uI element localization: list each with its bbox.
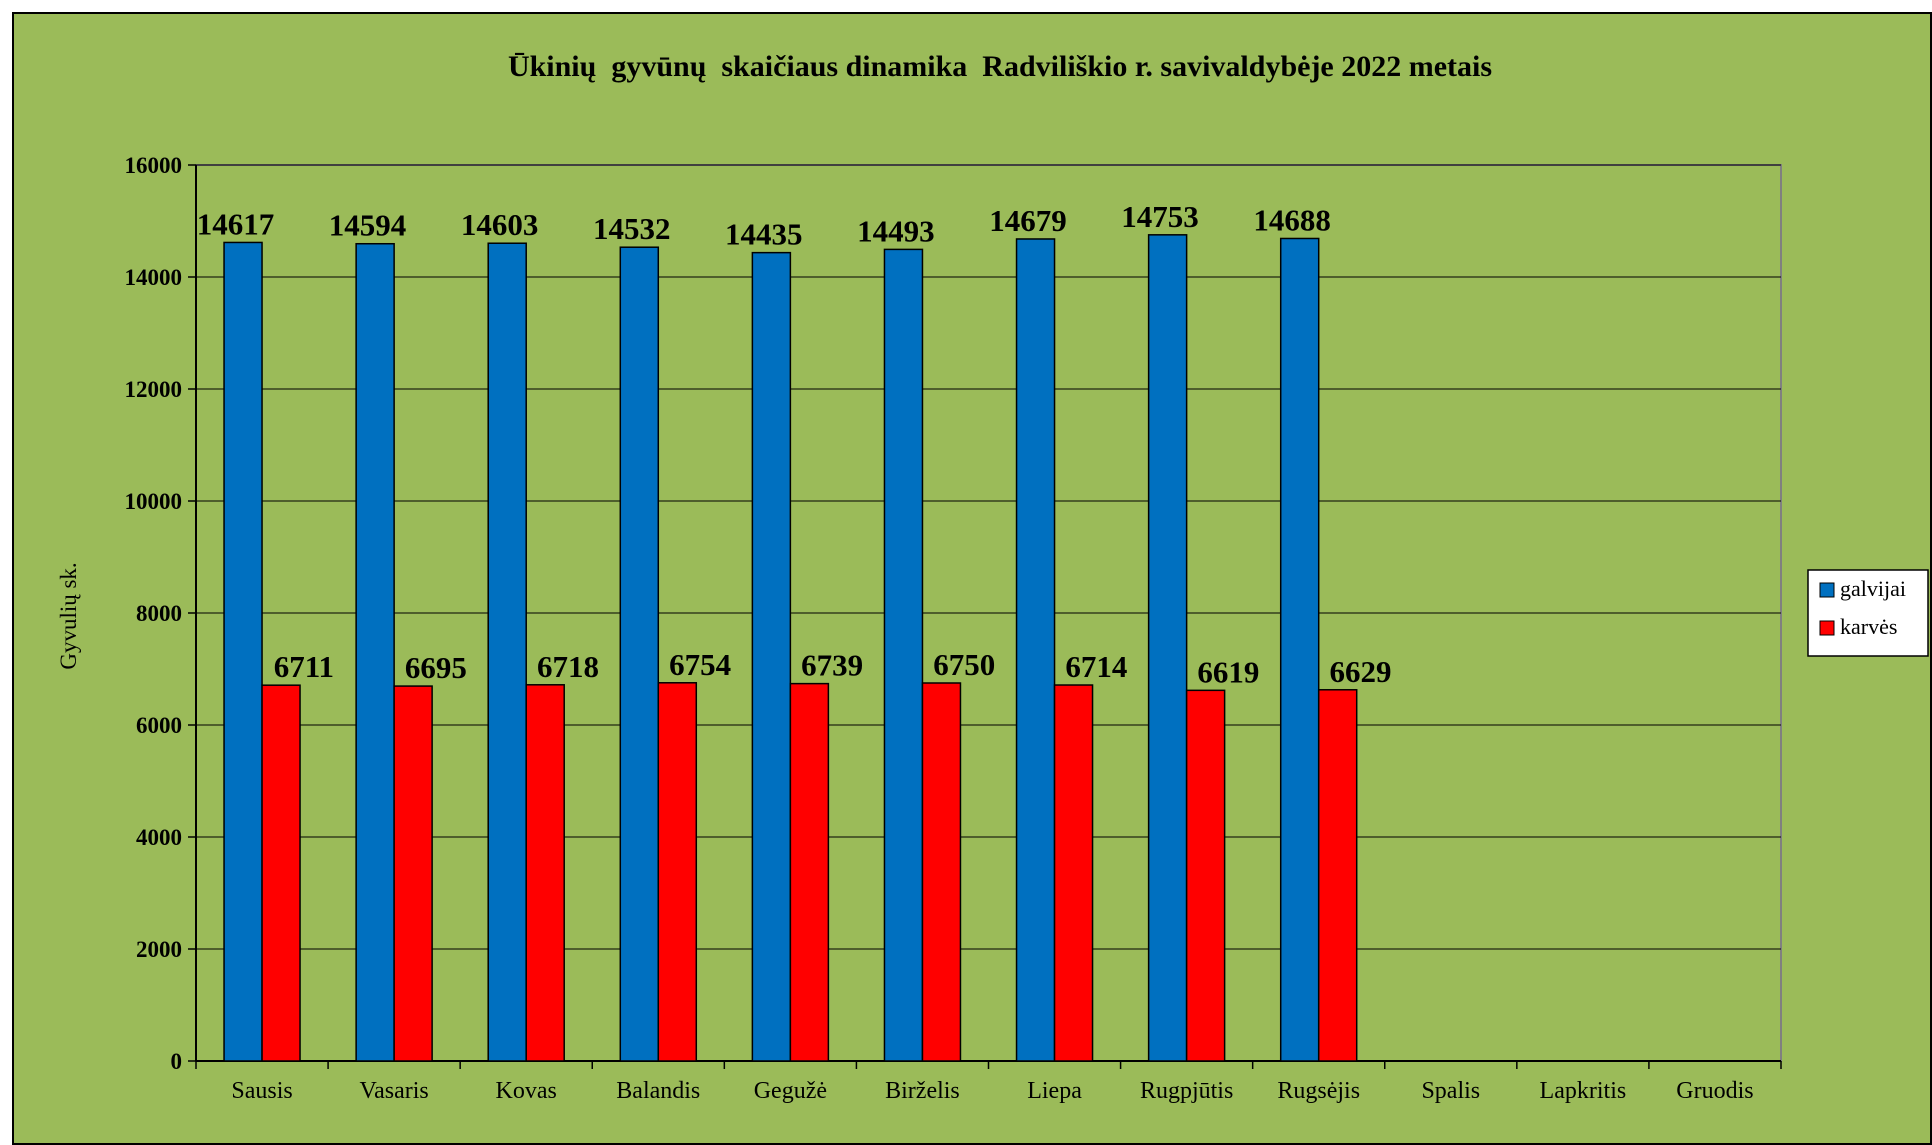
data-label: 6739 (801, 648, 863, 683)
x-tick-label: Gruodis (1676, 1078, 1753, 1104)
y-tick-label: 14000 (125, 265, 183, 290)
x-tick-label: Liepa (1027, 1078, 1082, 1104)
bar-karvės (1053, 684, 1094, 1062)
bar-karvės (657, 682, 698, 1062)
x-tick-label: Lapkritis (1540, 1078, 1627, 1104)
data-label: 6695 (405, 650, 467, 685)
data-label: 14435 (725, 217, 803, 252)
y-tick-label: 16000 (125, 153, 183, 178)
legend-swatch-galvijai (1819, 582, 1835, 598)
data-label: 14532 (593, 211, 671, 246)
bar-galvijai (619, 246, 660, 1062)
y-tick-label: 4000 (136, 825, 182, 850)
legend-label: galvijai (1840, 576, 1906, 601)
chart-title: Ūkinių gyvūnų skaičiaus dinamika Radvili… (508, 50, 1492, 83)
data-label: 6714 (1065, 649, 1127, 684)
bar-karvės (921, 682, 962, 1062)
data-label: 14603 (461, 207, 539, 242)
data-label: 6718 (537, 649, 599, 684)
x-tick-label: Rugsėjis (1277, 1078, 1360, 1104)
bar-karvės (261, 684, 301, 1062)
y-axis-label: Gyvulių sk. (56, 562, 81, 669)
bar-karvės (393, 685, 433, 1062)
y-tick-label: 2000 (136, 937, 182, 962)
x-tick-label: Gegužė (754, 1078, 827, 1104)
data-label: 14688 (1253, 202, 1331, 237)
legend: galvijai karvės (1807, 569, 1929, 657)
bar-galvijai (1147, 234, 1188, 1062)
data-label: 14617 (197, 206, 275, 241)
y-tick-label: 0 (171, 1049, 183, 1074)
bar-galvijai (487, 242, 527, 1062)
bar-galvijai (223, 241, 263, 1062)
data-label: 14594 (329, 208, 407, 243)
bar-galvijai (751, 251, 792, 1062)
data-label: 6629 (1330, 654, 1392, 689)
x-tick-label: Sausis (231, 1078, 292, 1104)
legend-label: karvės (1840, 614, 1897, 639)
bar-galvijai (355, 242, 395, 1062)
bar-karvės (1185, 689, 1226, 1062)
y-tick-label: 6000 (136, 713, 182, 738)
data-label: 6711 (274, 649, 334, 684)
bar-galvijai (1015, 238, 1056, 1062)
bar-karvės (1317, 689, 1358, 1062)
x-tick-label: Vasaris (359, 1078, 428, 1104)
data-label: 14753 (1121, 199, 1199, 234)
y-tick-label: 12000 (125, 377, 183, 402)
y-tick-label: 10000 (125, 489, 183, 514)
x-tick-label: Spalis (1421, 1078, 1480, 1104)
x-tick-label: Rugpjūtis (1140, 1078, 1233, 1104)
y-tick-label: 8000 (136, 601, 182, 626)
bar-karvės (789, 682, 830, 1062)
bar-galvijai (883, 248, 924, 1062)
data-label: 6750 (933, 647, 995, 682)
data-label: 14493 (857, 213, 935, 248)
x-tick-label: Birželis (885, 1078, 960, 1104)
data-label: 14679 (989, 203, 1067, 238)
data-label: 6619 (1197, 654, 1259, 689)
bar-karvės (525, 684, 565, 1062)
data-label: 6754 (669, 647, 731, 682)
x-tick-label: Kovas (496, 1078, 557, 1104)
x-tick-label: Balandis (616, 1078, 700, 1104)
bar-galvijai (1279, 237, 1320, 1062)
legend-swatch-karvės (1819, 620, 1835, 636)
plot-area: 0 2000 4000 6000 8000 10000 12000 14000 16000 Sau… (125, 153, 1782, 1104)
